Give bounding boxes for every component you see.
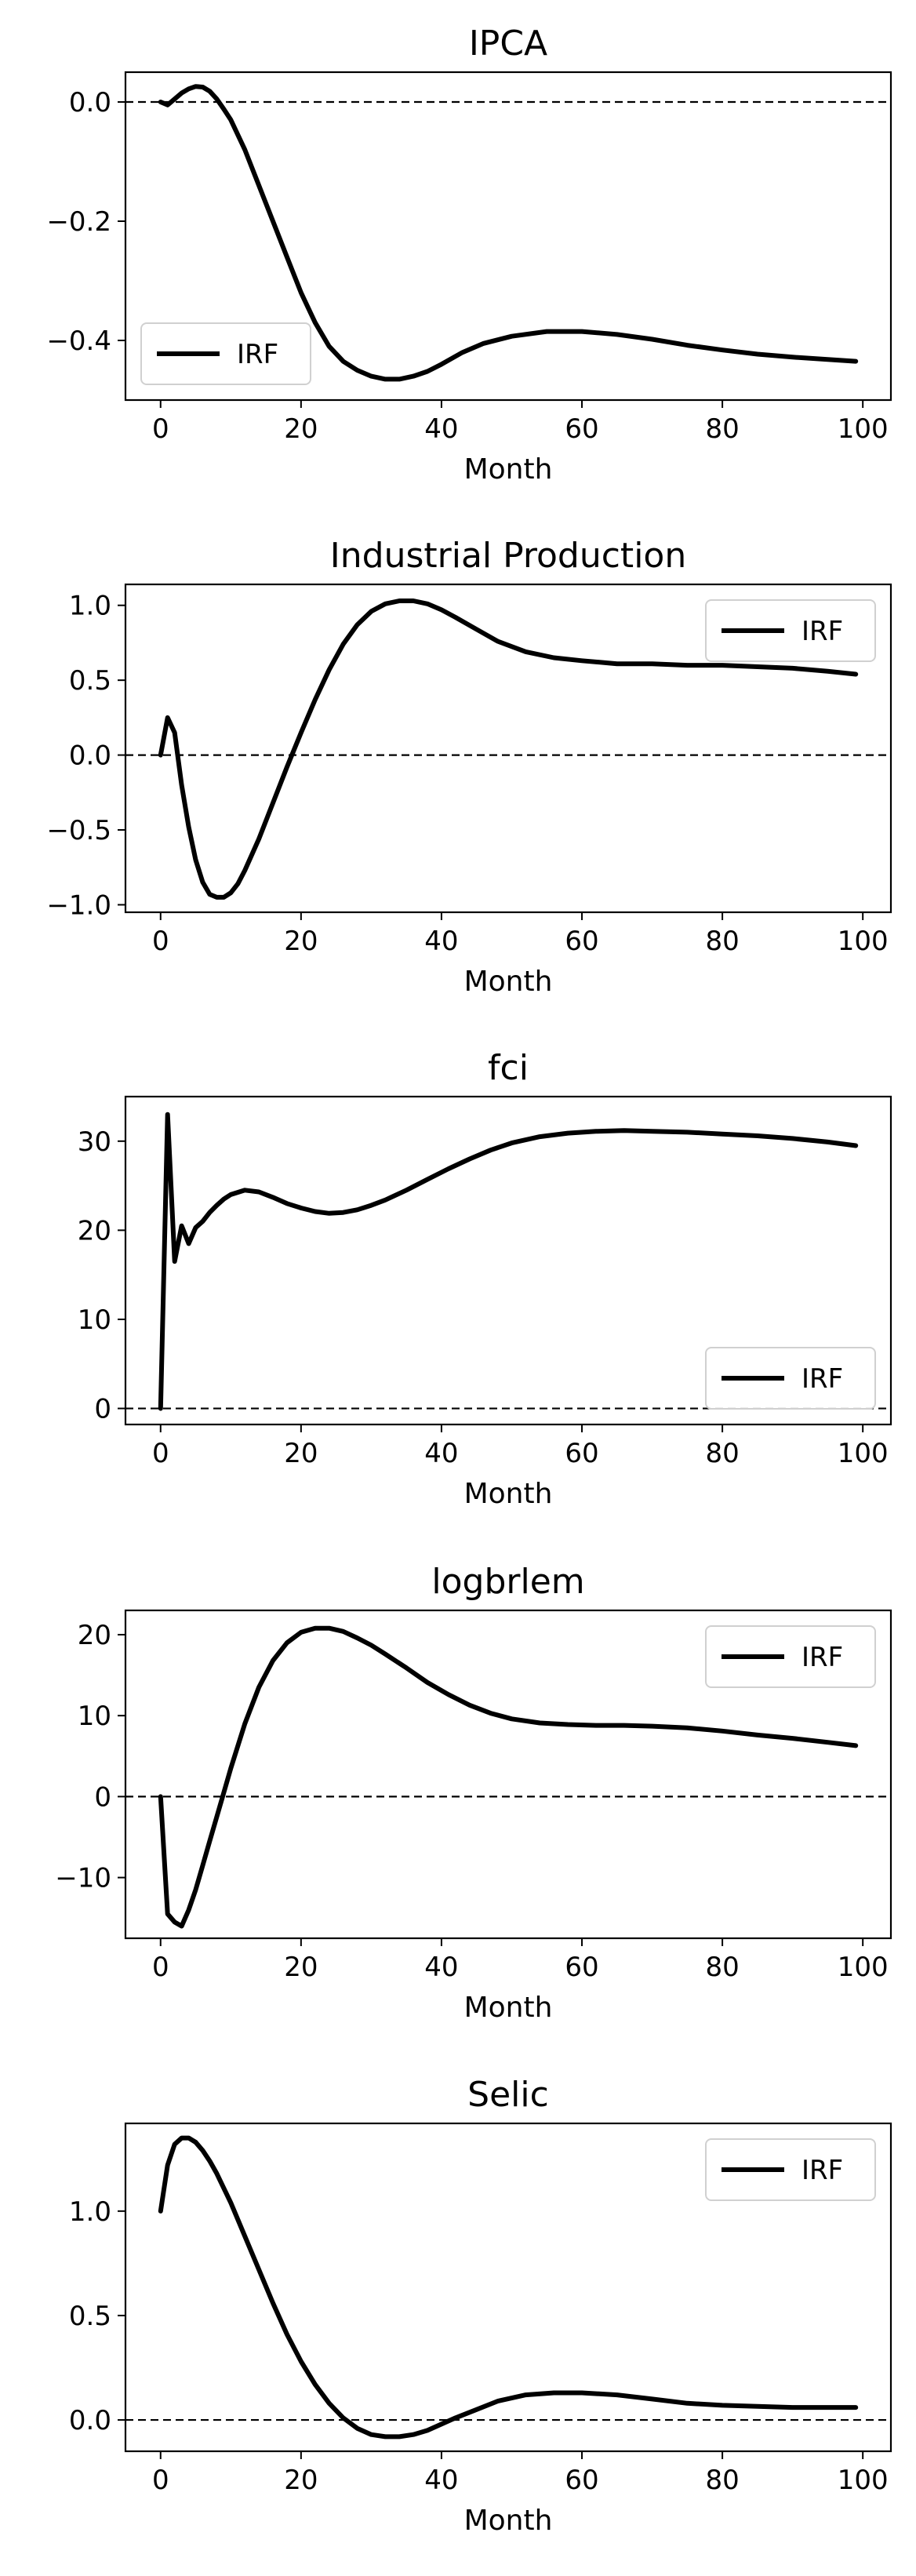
x-tick-label: 80 bbox=[705, 926, 739, 957]
x-tick-label: 100 bbox=[838, 2465, 889, 2496]
x-tick-label: 40 bbox=[424, 1438, 458, 1469]
plot-frame bbox=[124, 1095, 892, 1426]
x-tick-label: 40 bbox=[424, 926, 458, 957]
series-line-irf bbox=[158, 599, 859, 900]
x-tick-label: 20 bbox=[284, 1952, 318, 1983]
x-tick-label: 100 bbox=[838, 1952, 889, 1983]
x-tick-label: 0 bbox=[152, 1438, 169, 1469]
legend: IRF bbox=[705, 1625, 876, 1688]
chart-title: fci bbox=[488, 1048, 529, 1088]
y-tick-label: 0.0 bbox=[69, 740, 111, 772]
x-tick-label: 80 bbox=[705, 1952, 739, 1983]
chart-title: Industrial Production bbox=[330, 536, 686, 576]
x-tick-label: 80 bbox=[705, 2465, 739, 2496]
y-tick-label: 0.5 bbox=[69, 665, 111, 697]
chart-panel-4: logbrlem 0 20 40 60 80 100 −10 0 10 20 Month IRF bbox=[55, 1562, 892, 2024]
series-line-irf bbox=[158, 84, 859, 382]
x-tick-label: 80 bbox=[705, 1438, 739, 1469]
x-axis-label: Month bbox=[464, 966, 553, 998]
x-tick-label: 20 bbox=[284, 926, 318, 957]
chart-panel-2: Industrial Production 0 20 40 60 80 100 −1.0 −0.… bbox=[46, 536, 892, 998]
x-tick-label: 100 bbox=[838, 926, 889, 957]
series-line-irf bbox=[158, 1625, 859, 1929]
legend-label: IRF bbox=[802, 616, 843, 647]
y-tick-label: 20 bbox=[78, 1620, 111, 1651]
legend: IRF bbox=[705, 1347, 876, 1410]
plot-frame bbox=[124, 71, 892, 402]
plot-frame bbox=[124, 1609, 892, 1940]
chart-title: logbrlem bbox=[431, 1562, 584, 1602]
legend-label: IRF bbox=[802, 1363, 843, 1395]
chart-title: IPCA bbox=[469, 24, 547, 64]
x-tick-label: 0 bbox=[152, 1952, 169, 1983]
x-axis-label: Month bbox=[464, 2505, 553, 2537]
legend: IRF bbox=[705, 2138, 876, 2201]
x-tick-label: 40 bbox=[424, 2465, 458, 2496]
y-tick-label: 1.0 bbox=[69, 2196, 111, 2228]
y-tick-label: −1.0 bbox=[46, 890, 111, 921]
chart-panel-3: fci 0 20 40 60 80 100 0 10 20 30 Month IRF bbox=[78, 1048, 892, 1510]
x-tick-label: 60 bbox=[565, 2465, 598, 2496]
x-tick-label: 20 bbox=[284, 2465, 318, 2496]
legend-box bbox=[705, 1625, 876, 1688]
x-tick-label: 100 bbox=[838, 1438, 889, 1469]
y-tick-label: 20 bbox=[78, 1215, 111, 1246]
series-line-irf bbox=[158, 2135, 859, 2440]
x-tick-label: 60 bbox=[565, 1952, 598, 1983]
x-tick-label: 60 bbox=[565, 1438, 598, 1469]
chart-panel-1: IPCA 0 20 40 60 80 100 −0.4 −0.2 0.0 Month IRF bbox=[46, 24, 892, 486]
legend-label: IRF bbox=[802, 2155, 843, 2186]
y-tick-label: 30 bbox=[78, 1126, 111, 1158]
x-axis-label: Month bbox=[464, 1478, 553, 1510]
y-tick-label: 0.5 bbox=[69, 2301, 111, 2332]
y-tick-label: 0 bbox=[94, 1394, 111, 1425]
x-axis-label: Month bbox=[464, 1992, 553, 2024]
legend-box bbox=[705, 599, 876, 662]
legend: IRF bbox=[140, 322, 311, 385]
y-tick-label: −0.5 bbox=[46, 815, 111, 846]
y-tick-label: 10 bbox=[78, 1701, 111, 1732]
x-tick-label: 20 bbox=[284, 1438, 318, 1469]
x-tick-label: 80 bbox=[705, 413, 739, 445]
legend-box bbox=[705, 2138, 876, 2201]
chart-title: Selic bbox=[467, 2075, 549, 2115]
chart-panel-5: Selic 0 20 40 60 80 100 0.0 0.5 1.0 Month IRF bbox=[69, 2075, 892, 2537]
legend-box bbox=[705, 1347, 876, 1410]
x-tick-label: 100 bbox=[838, 413, 889, 445]
y-tick-label: 0.0 bbox=[69, 2405, 111, 2436]
y-tick-label: −10 bbox=[55, 1863, 111, 1894]
plot-frame bbox=[124, 583, 892, 914]
y-tick-label: 0 bbox=[94, 1781, 111, 1813]
y-tick-label: 0.0 bbox=[69, 87, 111, 118]
y-tick-label: 1.0 bbox=[69, 591, 111, 622]
legend-box bbox=[140, 322, 311, 385]
x-tick-label: 20 bbox=[284, 413, 318, 445]
y-tick-label: −0.4 bbox=[46, 326, 111, 357]
legend-label: IRF bbox=[802, 1642, 843, 1673]
x-tick-label: 0 bbox=[152, 926, 169, 957]
x-tick-label: 0 bbox=[152, 2465, 169, 2496]
plot-frame bbox=[124, 2122, 892, 2453]
series-line-irf bbox=[158, 1112, 859, 1411]
x-tick-label: 60 bbox=[565, 926, 598, 957]
y-tick-label: −0.2 bbox=[46, 206, 111, 238]
legend-label: IRF bbox=[237, 339, 278, 370]
legend: IRF bbox=[705, 599, 876, 662]
x-tick-label: 0 bbox=[152, 413, 169, 445]
y-tick-label: 10 bbox=[78, 1304, 111, 1336]
x-axis-label: Month bbox=[464, 453, 553, 486]
x-tick-label: 40 bbox=[424, 1952, 458, 1983]
x-tick-label: 60 bbox=[565, 413, 598, 445]
x-tick-label: 40 bbox=[424, 413, 458, 445]
